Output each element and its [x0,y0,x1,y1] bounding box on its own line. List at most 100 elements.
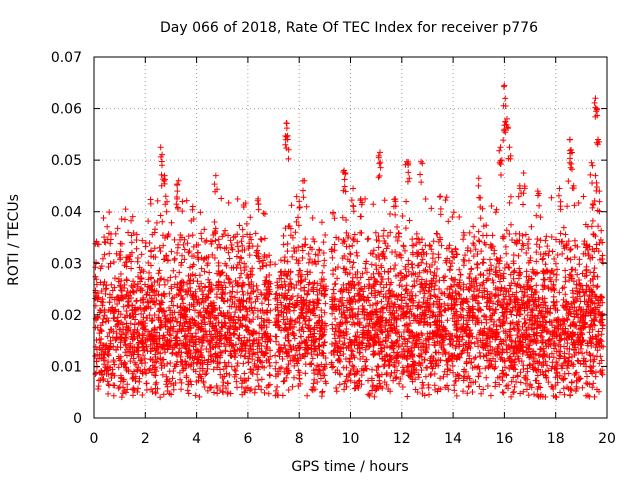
data-point [586,329,593,336]
data-point [404,393,411,400]
data-point [216,270,223,277]
data-point [498,354,505,361]
data-point [197,209,204,216]
data-point [290,330,297,337]
data-point [475,343,482,350]
data-point [257,358,264,365]
data-point [543,233,550,240]
data-point [149,388,156,395]
data-point [185,233,192,240]
data-point [589,299,596,306]
data-point [365,329,372,336]
data-point [114,293,121,300]
data-point [591,291,598,298]
data-point [110,258,117,265]
data-point [494,298,501,305]
data-point [110,357,117,364]
data-point [104,378,111,385]
data-point [434,317,441,324]
data-point [533,340,540,347]
data-point [347,370,354,377]
data-point [207,300,214,307]
data-point [231,313,238,320]
data-point [329,364,336,371]
data-point [130,375,137,382]
data-point [475,237,482,244]
data-point [575,277,582,284]
data-point [441,307,448,314]
data-point [539,368,546,375]
data-point [522,319,529,326]
data-point [396,282,403,289]
data-point [379,385,386,392]
data-point [359,334,366,341]
data-point [278,281,285,288]
data-point [312,345,319,352]
data-point [390,265,397,272]
data-point [254,307,261,314]
data-point [197,346,204,353]
data-point [214,390,221,397]
data-point [589,384,596,391]
data-point [583,263,590,270]
data-point [128,232,135,239]
data-point [284,240,291,247]
data-point [231,348,238,355]
data-point [149,315,156,322]
data-point [396,230,403,237]
data-point [138,251,145,258]
data-point [553,236,560,243]
data-point [133,297,140,304]
data-point [548,350,555,357]
data-point [138,275,145,282]
data-point [511,383,518,390]
data-point [457,271,464,278]
data-point [393,253,400,260]
data-point [456,291,463,298]
data-point [329,321,336,328]
data-point [457,311,464,318]
data-point [257,289,264,296]
data-point [392,301,399,308]
data-point [232,294,239,301]
data-point [572,344,579,351]
data-point [219,290,226,297]
data-point [456,341,463,348]
data-point [239,233,246,240]
data-point [195,313,202,320]
data-point [120,376,127,383]
data-point [171,281,178,288]
data-point [445,356,452,363]
data-point [199,359,206,366]
data-point [205,276,212,283]
data-point [362,358,369,365]
data-point [483,332,490,339]
data-point [577,325,584,332]
data-point [557,337,564,344]
data-point [231,373,238,380]
data-point [255,364,262,371]
data-point [375,244,382,251]
data-point [477,272,484,279]
data-point [397,269,404,276]
data-point [350,235,357,242]
data-point [218,195,225,202]
data-point [598,312,605,319]
data-point [262,294,269,301]
data-point [493,206,500,213]
data-point [459,347,466,354]
data-point [506,264,513,271]
data-point [245,355,252,362]
data-point [384,242,391,249]
data-point [222,335,229,342]
data-point [426,357,433,364]
data-point [145,299,152,306]
data-point [489,364,496,371]
data-point [478,341,485,348]
data-point [533,249,540,256]
data-point [383,245,390,252]
data-point [107,340,114,347]
data-point [202,371,209,378]
data-point [381,344,388,351]
data-point [421,356,428,363]
